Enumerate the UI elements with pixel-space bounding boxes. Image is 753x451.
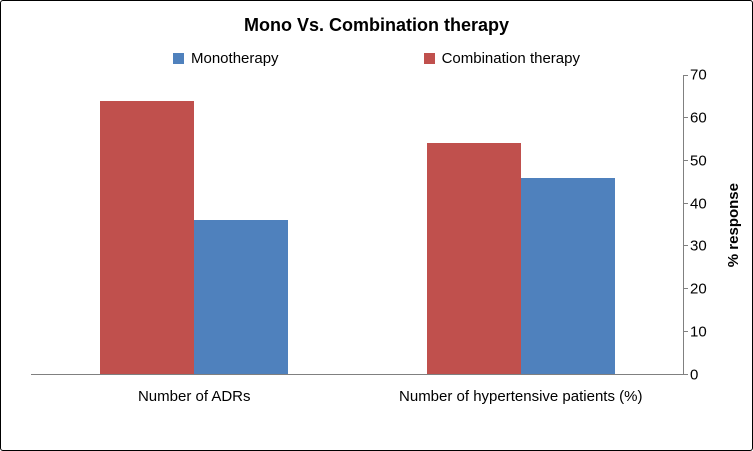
y-axis-title-wrap: % response	[725, 75, 742, 375]
y-tick-label: 60	[690, 109, 707, 127]
x-axis-labels: Number of ADRs Number of hypertensive pa…	[31, 388, 684, 405]
bar-monotherapy-0	[194, 220, 289, 374]
y-tick-label: 20	[690, 280, 707, 298]
y-tick-label: 40	[690, 195, 707, 213]
chart-title: Mono Vs. Combination therapy	[243, 15, 509, 35]
legend-label-monotherapy: Monotherapy	[191, 49, 279, 67]
legend-label-combination-therapy: Combination therapy	[441, 49, 580, 67]
bar-combination-therapy-0	[100, 100, 195, 374]
y-axis-tick	[683, 373, 688, 375]
y-axis-tick	[683, 117, 688, 119]
y-axis-tick	[683, 245, 688, 247]
y-axis-tick	[683, 74, 688, 76]
legend-swatch-monotherapy	[173, 52, 184, 64]
x-category-label-adrs: Number of ADRs	[137, 388, 251, 405]
y-axis-tick	[683, 330, 688, 332]
y-tick-label: 50	[690, 152, 707, 170]
y-axis-tick-labels: 0 10 20 30 40 50 60 70	[690, 68, 732, 383]
y-tick-label: 0	[690, 366, 699, 384]
bar-combination-therapy-1	[426, 143, 521, 374]
y-axis-tick	[683, 202, 688, 204]
y-tick-label: 70	[690, 66, 707, 84]
bar-monotherapy-1	[520, 177, 615, 374]
legend-item-monotherapy: Monotherapy	[173, 49, 279, 67]
legend-item-combination-therapy: Combination therapy	[423, 49, 580, 67]
y-axis-tick	[683, 288, 688, 290]
legend-swatch-combination-therapy	[423, 52, 435, 64]
chart-legend: Monotherapy Combination therapy	[1, 49, 752, 67]
y-tick-label: 30	[690, 237, 707, 255]
y-axis-tick	[683, 159, 688, 161]
y-axis-title: % response	[725, 182, 742, 268]
x-category-label-hypertensive: Number of hypertensive patients (%)	[399, 388, 643, 405]
plot-area	[31, 74, 688, 375]
chart-body: 0 10 20 30 40 50 60 70 % response	[31, 68, 742, 383]
y-tick-label: 10	[690, 323, 707, 341]
